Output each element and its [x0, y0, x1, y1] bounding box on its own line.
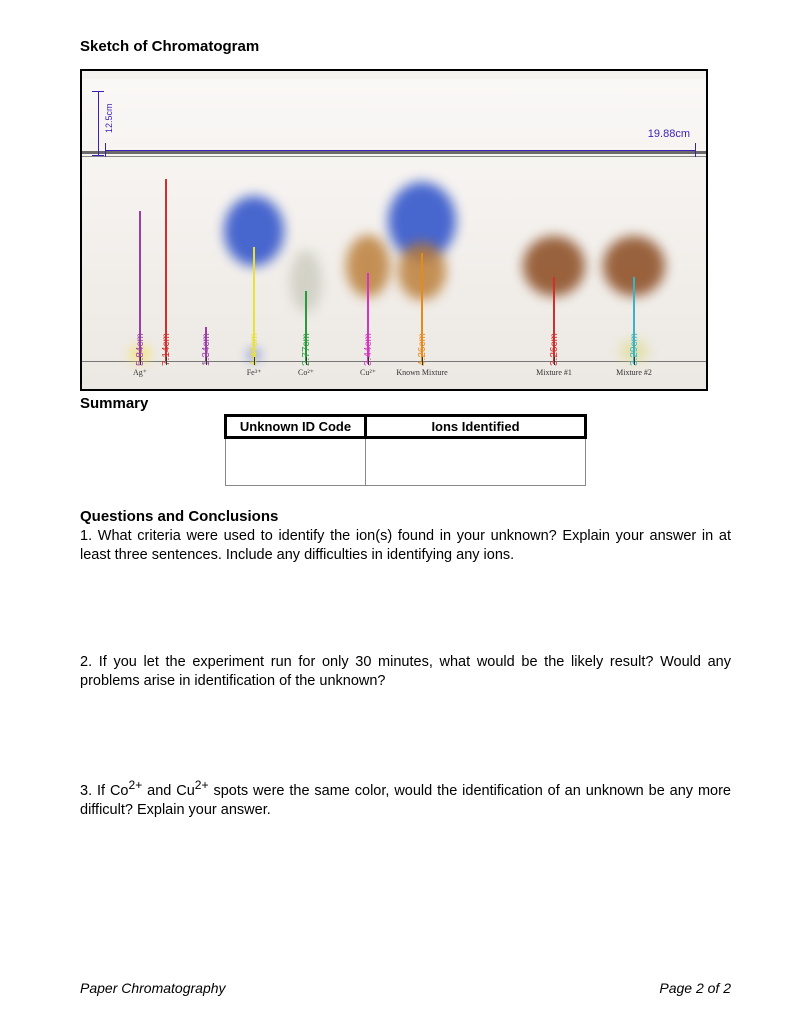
chromatogram-figure: 19.88cm 12.5cm 5.84cmAg⁺7.14cm1.34cm4.47… — [80, 69, 708, 391]
summary-table: Unknown ID Code Ions Identified — [224, 414, 587, 486]
tick — [422, 357, 423, 365]
summary-heading: Summary — [80, 395, 731, 412]
tick — [166, 357, 167, 365]
lane-label: Co²⁺ — [298, 369, 314, 377]
td-unknown — [226, 438, 366, 486]
paper-height-label: 12.5cm — [104, 103, 114, 133]
lane-label: Known Mixture — [396, 369, 447, 377]
footer-right: Page 2 of 2 — [659, 980, 731, 996]
solvent-front-measure — [105, 143, 696, 157]
tick — [368, 357, 369, 365]
lane-label: Mixture #2 — [616, 369, 652, 377]
lane-label: Fe³⁺ — [247, 369, 262, 377]
th-ions: Ions Identified — [366, 416, 586, 438]
baseline — [82, 361, 706, 362]
td-ions — [366, 438, 586, 486]
lane-label: Mixture #1 — [536, 369, 572, 377]
tick — [206, 357, 207, 365]
tick — [554, 357, 555, 365]
lane-label: Cu²⁺ — [360, 369, 376, 377]
tick — [634, 357, 635, 365]
paper-height-measure — [92, 91, 104, 156]
tick — [140, 357, 141, 365]
question-3: 3. If Co2+ and Cu2+ spots were the same … — [80, 778, 731, 820]
th-unknown: Unknown ID Code — [226, 416, 366, 438]
tick — [254, 357, 255, 365]
tick — [306, 357, 307, 365]
footer-left: Paper Chromatography — [80, 980, 226, 996]
questions-heading: Questions and Conclusions — [80, 508, 731, 525]
solvent-front-label: 19.88cm — [648, 128, 690, 140]
question-2: 2. If you let the experiment run for onl… — [80, 653, 731, 691]
question-1: 1. What criteria were used to identify t… — [80, 527, 731, 565]
section-title: Sketch of Chromatogram — [80, 38, 731, 55]
lane-label: Ag⁺ — [133, 369, 147, 377]
